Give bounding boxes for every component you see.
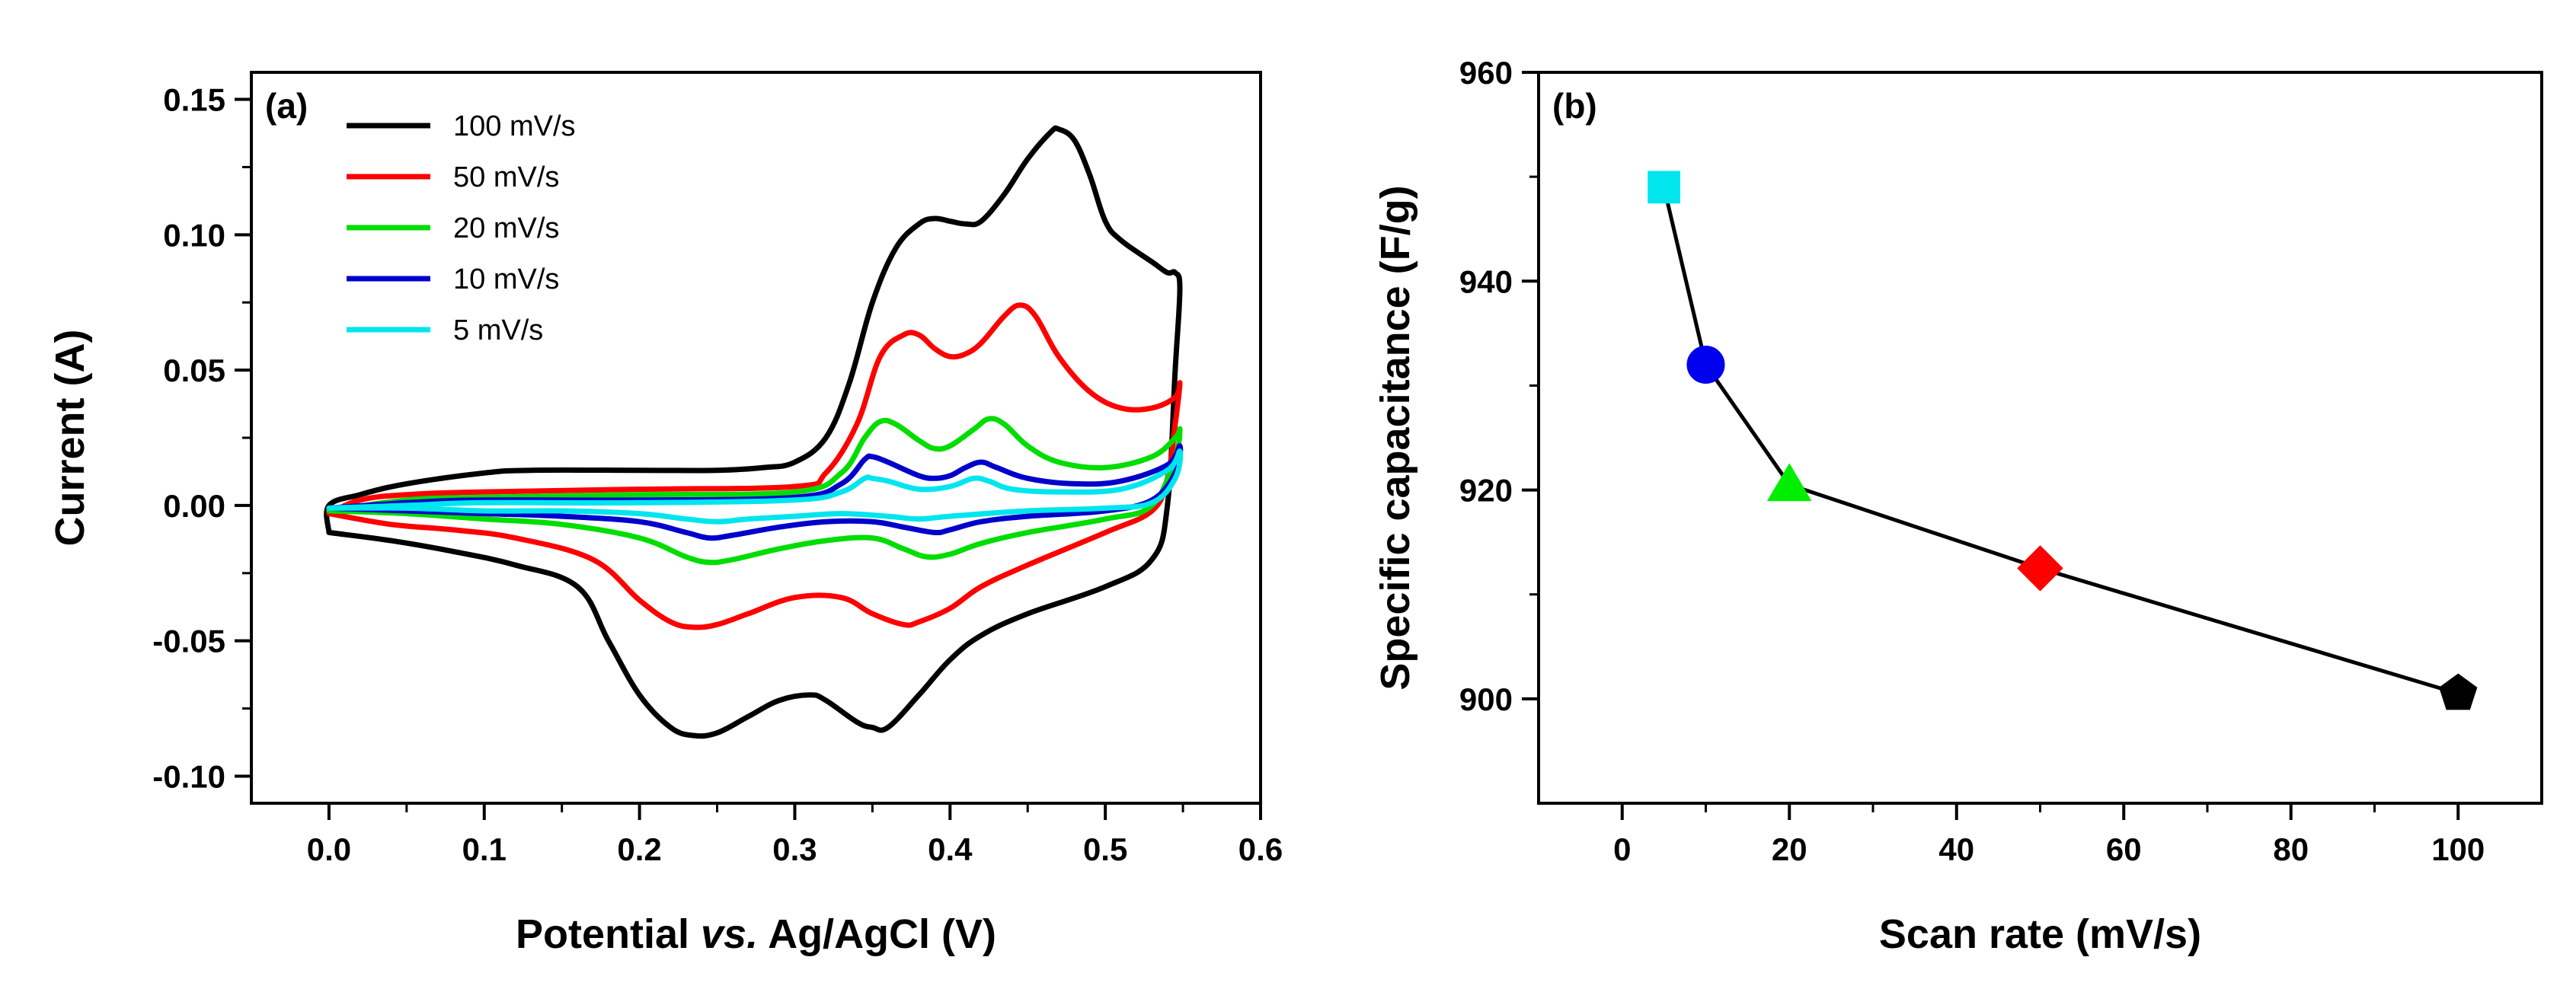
panel-a-y-tick-label: -0.10 [152, 758, 225, 794]
panel-a-y-axis-title: Current (A) [47, 330, 93, 547]
panel-a-y-tick-label: 0.15 [163, 82, 225, 118]
panel-a-y-tick-label: -0.05 [152, 624, 225, 659]
panel-a-label: (a) [265, 86, 308, 126]
cv-curve-10-mv-s [326, 443, 1184, 541]
cv-curve-100-mv-s [324, 125, 1183, 739]
legend-label: 100 mV/s [453, 110, 576, 142]
panel-a-x-tick-label: 0.0 [307, 831, 351, 867]
legend-label: 50 mV/s [453, 161, 559, 193]
legend-label: 10 mV/s [453, 263, 559, 295]
panel-a-x-tick-label: 0.6 [1238, 831, 1283, 867]
marker-diamond [2017, 545, 2063, 592]
marker-circle [1686, 346, 1725, 384]
panel-b-plot-frame [1537, 71, 2543, 805]
panel-a-legend: 100 mV/s 50 mV/s 20 mV/s 10 mV/s 5 mV/s [347, 110, 576, 346]
panel-a-cv-curves: 0.0 0.1 0.2 0.3 0.4 0.5 0.6 -0.10 -0.05 0.00 0.05 0… [47, 71, 1283, 957]
panel-a-x-tick-label: 0.4 [928, 831, 973, 867]
panel-a-x-tick-label: 0.2 [617, 831, 661, 867]
panel-a-tick-labels: 0.0 0.1 0.2 0.3 0.4 0.5 0.6 -0.10 -0.05 0.00 0.05 0… [152, 82, 1283, 867]
panel-a-curves [324, 125, 1184, 739]
marker-pentagon [2439, 673, 2478, 710]
panel-b-x-tick-label: 60 [2106, 831, 2142, 867]
panel-a-y-tick-label: 0.00 [163, 488, 225, 524]
x-axis-title-part-2: vs. [701, 911, 758, 957]
panel-a-x-axis-title: Potential vs. Ag/AgCl (V) [516, 911, 996, 957]
panel-a-y-tick-label: 0.05 [163, 353, 225, 388]
panel-b-x-tick-label: 40 [1938, 831, 1974, 867]
legend-label: 5 mV/s [453, 314, 543, 346]
panel-b-tick-labels: 0 20 40 60 80 100 900 920 940 960 [1459, 55, 2485, 867]
panel-b-label: (b) [1552, 86, 1597, 126]
panel-b-y-tick-label: 900 [1459, 681, 1513, 717]
panel-a-x-tick-label: 0.3 [772, 831, 817, 867]
panel-b-x-axis-title: Scan rate (mV/s) [1879, 911, 2201, 957]
panel-a-plot-frame [250, 71, 1262, 805]
x-axis-title-part-1: Potential [516, 911, 701, 957]
panel-b-capacitance: 0 20 40 60 80 100 900 920 940 960 (b) Scan rate (… [1373, 55, 2543, 957]
marker-triangle [1766, 463, 1812, 502]
panel-b-y-tick-label: 960 [1459, 55, 1513, 91]
panel-b-x-tick-label: 80 [2273, 831, 2309, 867]
panel-b-markers [1648, 171, 2478, 710]
panel-b-x-tick-label: 20 [1772, 831, 1807, 867]
legend-label: 20 mV/s [453, 212, 559, 244]
panel-b-x-tick-label: 100 [2431, 831, 2485, 867]
panel-b-x-tick-label: 0 [1613, 831, 1631, 867]
panel-a-x-tick-label: 0.1 [462, 831, 507, 867]
cv-curve-5-mv-s [326, 448, 1184, 525]
cv-curve-50-mv-s [326, 302, 1183, 630]
panel-b-y-tick-label: 940 [1459, 263, 1513, 299]
x-axis-title-part-3: Ag/AgCl (V) [758, 911, 996, 957]
panel-b-y-axis-title: Specific capacitance (F/g) [1373, 185, 1418, 690]
panel-a-y-tick-label: 0.10 [163, 217, 225, 253]
panel-b-y-tick-label: 920 [1459, 473, 1513, 509]
panel-a-x-tick-label: 0.5 [1083, 831, 1127, 867]
marker-square [1648, 171, 1681, 204]
cv-curve-20-mv-s [326, 416, 1183, 566]
